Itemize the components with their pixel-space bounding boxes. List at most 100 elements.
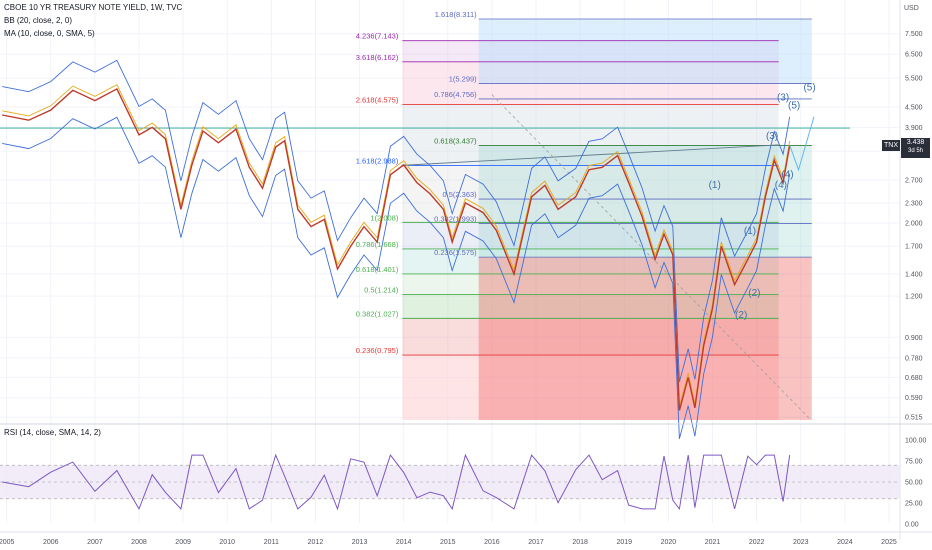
y-axis: 7.5006.5005.5004.5003.9003.3002.7002.300…: [899, 0, 923, 540]
fib-label: 3.618(6.162): [356, 53, 399, 62]
wave-label: (2): [748, 288, 760, 299]
wave-label: (4): [781, 169, 793, 180]
fib-zone: [402, 318, 779, 356]
y-tick-label: 5.500: [905, 76, 923, 83]
rsi-tick-label: 50.00: [905, 480, 923, 487]
price-lines: [2, 59, 815, 439]
wave-label: (1): [744, 226, 756, 237]
fib-label: 1.618(2.988): [356, 156, 399, 165]
wave-label: (3): [777, 93, 789, 104]
wave-label: (5): [803, 82, 815, 93]
chart-labels: 0.236(0.795) 0.382(1.027) 0.5(1.214) 0.618(…: [356, 10, 816, 355]
ticker-badge: TNX: [882, 140, 900, 151]
fib-zone: [402, 355, 779, 420]
rsi-tick-label: 0.00: [905, 522, 919, 529]
rsi-pane: 100.00 75.00 50.00 25.00 0.00: [0, 423, 932, 529]
x-tick-label: 2021: [705, 539, 721, 546]
trend-line: [401, 144, 779, 166]
x-tick-label: 2014: [396, 539, 412, 546]
fib2-label: 0.786(4.756): [434, 90, 477, 99]
y-tick-label: 2.300: [905, 200, 923, 207]
x-tick-label: 2022: [749, 539, 765, 546]
x-tick-label: 2020: [661, 539, 677, 546]
fib2-zone: [478, 145, 812, 258]
rsi-tick-label: 100.00: [905, 438, 927, 445]
fib2-label: 0.5(2.363): [442, 190, 477, 199]
fib-label: 0.236(0.795): [356, 346, 399, 355]
symbol-title: CBOE 10 YR TREASURY NOTE YIELD, 1W, TVC: [4, 3, 183, 12]
bb-upper-band: [2, 59, 791, 383]
bb-lower-band: [2, 116, 791, 439]
wave-label: (4): [775, 180, 787, 191]
fib-label: 0.786(1.668): [356, 240, 399, 249]
x-tick-label: 2016: [484, 539, 500, 546]
fib-label: 0.618(1.401): [356, 265, 399, 274]
y-tick-label: 4.500: [905, 104, 923, 111]
x-axis: 2005 2006 2007 2008 2009 2010 2011 2012 2013 2014…: [0, 531, 932, 546]
x-tick-label: 2008: [131, 539, 147, 546]
y-tick-label: 0.515: [905, 415, 923, 422]
fib2-zone: [478, 257, 812, 420]
rsi-tick-label: 75.00: [905, 459, 923, 466]
wave-label: (2): [735, 310, 747, 321]
last-price: 3.438: [906, 139, 925, 146]
x-tick-label: 2007: [87, 539, 103, 546]
currency-label: USD: [904, 5, 919, 12]
x-tick-label: 2024: [837, 539, 853, 546]
bar-countdown: 3d 5h: [907, 148, 923, 154]
ma-indicator-label[interactable]: MA (10, close, 0, SMA, 5): [4, 29, 95, 38]
y-tick-label: 3.900: [905, 125, 923, 132]
wave-label: (3): [766, 131, 778, 142]
y-tick-label: 2.000: [905, 220, 923, 227]
fib-zone: [402, 222, 779, 249]
fib-label: 0.5(1.214): [364, 285, 399, 294]
y-tick-label: 0.900: [905, 335, 923, 342]
x-tick-label: 2012: [308, 539, 324, 546]
rsi-indicator-label[interactable]: RSI (14, close, SMA, 14, 2): [4, 428, 101, 437]
y-tick-label: 1.400: [905, 272, 923, 279]
fib-zone-boxes: [402, 19, 812, 420]
y-tick-label: 7.500: [905, 31, 923, 38]
x-tick-label: 2006: [43, 539, 59, 546]
price-tag: TNX 3.438 3d 5h: [882, 138, 930, 158]
fib2-label: 1.618(8.311): [435, 10, 477, 19]
x-tick-label: 2005: [0, 539, 15, 546]
fib-zone: [402, 294, 779, 319]
x-tick-label: 2019: [616, 539, 632, 546]
x-tick-label: 2009: [175, 539, 191, 546]
fib-label: 4.236(7.143): [356, 32, 399, 41]
fib-zone: [402, 273, 779, 295]
x-tick-label: 2015: [440, 539, 456, 546]
fib2-label: 0.382(1.993): [434, 214, 477, 223]
fib-label: 0.382(1.027): [356, 309, 399, 318]
projection-line: [789, 116, 815, 172]
fib2-label: 1(5.299): [449, 74, 477, 83]
y-tick-label: 0.780: [905, 355, 923, 362]
rsi-line: [2, 453, 791, 511]
wave-label: (5): [788, 100, 800, 111]
x-tick-label: 2010: [219, 539, 235, 546]
y-tick-label: 1.700: [905, 244, 923, 251]
fib-label: 2.618(4.575): [356, 95, 399, 104]
price-line: [2, 87, 791, 411]
y-tick-label: 6.500: [905, 52, 923, 59]
x-tick-label: 2025: [881, 539, 897, 546]
fib-label: 1(2.008): [370, 213, 398, 222]
x-tick-label: 2023: [793, 539, 809, 546]
bb-indicator-label[interactable]: BB (20, close, 2, 0): [4, 16, 73, 25]
x-tick-label: 2018: [572, 539, 588, 546]
dashed-trend-line: [491, 94, 810, 419]
fib2-label: 0.618(3.437): [434, 136, 477, 145]
x-tick-label: 2011: [264, 539, 279, 546]
x-tick-label: 2013: [352, 539, 368, 546]
wave-label: (1): [709, 180, 721, 191]
y-tick-label: 0.680: [905, 375, 923, 382]
x-tick-label: 2017: [528, 539, 544, 546]
y-tick-label: 2.700: [905, 177, 923, 184]
y-tick-label: 0.590: [905, 395, 923, 402]
rsi-tick-label: 25.00: [905, 501, 923, 508]
y-tick-label: 1.200: [905, 294, 923, 301]
fib2-label: 0.236(1.575): [434, 248, 477, 257]
fib2-zone: [478, 19, 812, 84]
